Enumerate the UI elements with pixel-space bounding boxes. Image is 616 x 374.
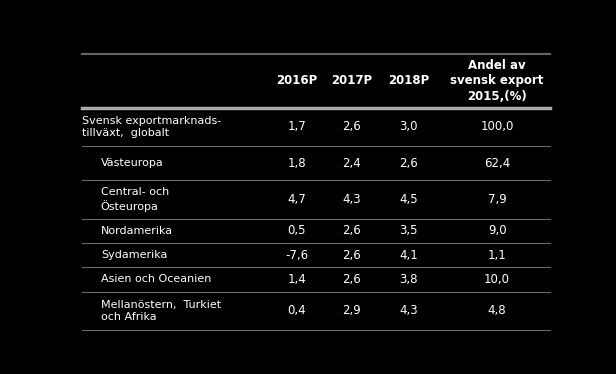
Text: 1,8: 1,8: [287, 157, 306, 170]
Text: 2,6: 2,6: [342, 224, 361, 237]
Text: 4,8: 4,8: [488, 304, 506, 317]
Text: 3,5: 3,5: [400, 224, 418, 237]
Text: 4,7: 4,7: [287, 193, 306, 206]
Text: 0,4: 0,4: [287, 304, 306, 317]
Text: Andel av
svensk export
2015,(%): Andel av svensk export 2015,(%): [450, 59, 544, 102]
Text: 2,6: 2,6: [342, 249, 361, 262]
Text: 4,3: 4,3: [400, 304, 418, 317]
Text: 100,0: 100,0: [480, 120, 514, 134]
Text: Asien och Oceanien: Asien och Oceanien: [101, 275, 211, 284]
Text: 3,0: 3,0: [400, 120, 418, 134]
Text: 2,6: 2,6: [399, 157, 418, 170]
Text: 1,7: 1,7: [287, 120, 306, 134]
Text: 2,9: 2,9: [342, 304, 361, 317]
Text: 2018P: 2018P: [388, 74, 429, 87]
Text: 1,4: 1,4: [287, 273, 306, 286]
Text: -7,6: -7,6: [285, 249, 308, 262]
Text: 3,8: 3,8: [400, 273, 418, 286]
Text: 2016P: 2016P: [276, 74, 317, 87]
Text: 2,6: 2,6: [342, 120, 361, 134]
Text: 4,1: 4,1: [399, 249, 418, 262]
Text: 0,5: 0,5: [287, 224, 306, 237]
Text: Central- och
Östeuropa: Central- och Östeuropa: [101, 187, 169, 212]
Text: Nordamerika: Nordamerika: [101, 226, 173, 236]
Text: 10,0: 10,0: [484, 273, 510, 286]
Text: 2,6: 2,6: [342, 273, 361, 286]
Text: 62,4: 62,4: [484, 157, 510, 170]
Text: Sydamerika: Sydamerika: [101, 250, 168, 260]
Text: 4,3: 4,3: [342, 193, 361, 206]
Text: 2,4: 2,4: [342, 157, 361, 170]
Text: Svensk exportmarknads-
tillväxt,  globalt: Svensk exportmarknads- tillväxt, globalt: [82, 116, 221, 138]
Text: 2017P: 2017P: [331, 74, 372, 87]
Text: 9,0: 9,0: [488, 224, 506, 237]
Text: 7,9: 7,9: [488, 193, 506, 206]
Text: 4,5: 4,5: [400, 193, 418, 206]
Text: 1,1: 1,1: [488, 249, 506, 262]
Text: Västeuropa: Västeuropa: [101, 158, 164, 168]
Text: Mellanöstern,  Turkiet
och Afrika: Mellanöstern, Turkiet och Afrika: [101, 300, 221, 322]
